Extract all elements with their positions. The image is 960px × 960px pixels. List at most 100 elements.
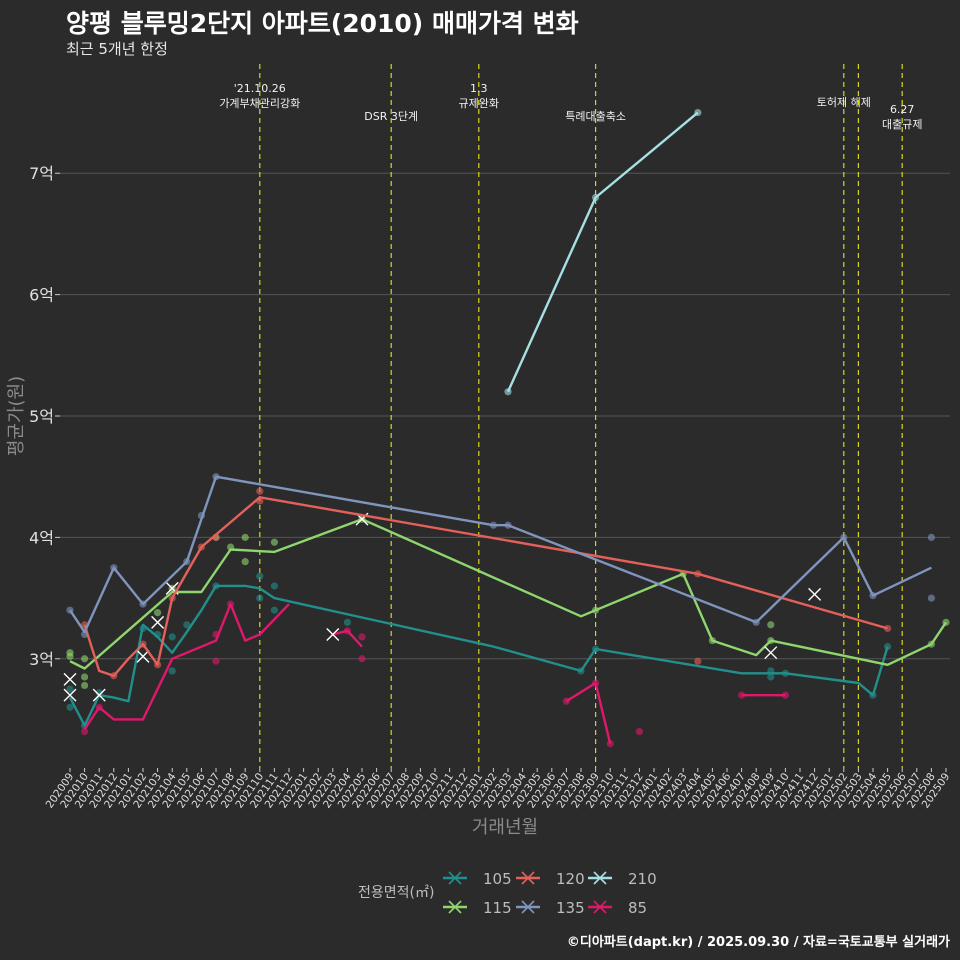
- cross-marker-105: [136, 649, 150, 663]
- data-point-85: [781, 691, 790, 699]
- data-point-85: [95, 703, 103, 711]
- series-line-85: [565, 681, 612, 744]
- data-point-115: [927, 640, 936, 648]
- event-label: 6.27 대출규제: [882, 103, 922, 131]
- data-point-135: [110, 564, 118, 572]
- legend-label: 105: [483, 870, 512, 888]
- legend-item-85: 85: [588, 899, 647, 917]
- series-line-105: [68, 584, 889, 727]
- data-point-105: [66, 685, 74, 693]
- legend: 전용면적(㎡) 105 115 120 135 210 85: [358, 870, 657, 917]
- legend-item-105: 105: [443, 870, 512, 888]
- event-label: 토허제 해제: [817, 95, 871, 109]
- data-point-210: [694, 108, 702, 117]
- data-point-135: [504, 521, 512, 529]
- cross-marker-135: [808, 587, 822, 601]
- series-85: [81, 600, 790, 748]
- data-point-105: [884, 643, 892, 651]
- series-line-85: [83, 602, 290, 730]
- legend-item-210: 210: [588, 870, 657, 888]
- y-tick-label: 5억: [29, 407, 54, 426]
- data-point-120: [139, 640, 147, 648]
- data-point-120: [197, 543, 205, 551]
- series-line-115: [69, 518, 947, 670]
- y-tick-label: 3억: [29, 650, 54, 669]
- legend-item-120: 120: [516, 870, 585, 888]
- data-point-105: [212, 582, 220, 590]
- data-point-85: [343, 627, 351, 635]
- data-point-135: [752, 618, 760, 626]
- legend-label: 210: [628, 870, 657, 888]
- legend-swatch-cross: [593, 900, 607, 914]
- data-point-115: [81, 681, 89, 690]
- series-135: [66, 473, 936, 639]
- data-point-85: [606, 740, 614, 748]
- legend-swatch-cross: [448, 900, 462, 914]
- data-point-105: [183, 621, 191, 629]
- cross-marker-105: [63, 688, 77, 702]
- event-label: 특례대출축소: [565, 110, 626, 123]
- data-point-120: [694, 570, 702, 578]
- data-point-85: [358, 655, 366, 663]
- data-point-115: [154, 609, 162, 617]
- legend-swatch-cross: [521, 900, 535, 914]
- data-point-105: [154, 630, 162, 639]
- data-point-120: [256, 497, 264, 505]
- legend-item-135: 135: [516, 899, 585, 917]
- data-point-105: [256, 572, 264, 580]
- cross-marker-115: [151, 615, 165, 629]
- cross-marker-85: [326, 627, 340, 641]
- data-point-135: [840, 533, 848, 541]
- legend-swatch-cross: [448, 871, 462, 885]
- data-point-105: [343, 618, 351, 626]
- data-point-105: [767, 673, 775, 681]
- data-point-120: [154, 661, 162, 669]
- data-point-135: [197, 511, 205, 520]
- legend-label: 135: [556, 899, 585, 917]
- data-point-85: [738, 691, 746, 699]
- data-point-135: [183, 558, 191, 566]
- y-tick-label: 4억: [29, 528, 54, 547]
- data-point-105: [781, 669, 790, 677]
- data-point-115: [227, 543, 235, 551]
- data-point-115: [241, 533, 249, 541]
- data-point-135: [81, 630, 89, 639]
- x-axis-title: 거래년월: [472, 817, 538, 838]
- data-point-105: [256, 594, 264, 602]
- cross-marker-115: [63, 672, 77, 686]
- data-point-105: [592, 645, 600, 653]
- legend-swatch-cross: [521, 871, 535, 885]
- legend-title: 전용면적(㎡): [358, 885, 434, 901]
- data-point-105: [168, 633, 176, 641]
- data-point-115: [942, 618, 950, 626]
- series-115: [63, 512, 950, 690]
- data-point-85: [227, 600, 235, 608]
- data-point-115: [81, 673, 89, 681]
- data-point-115: [241, 558, 249, 566]
- data-point-85: [212, 630, 220, 639]
- legend-label: 115: [483, 899, 512, 917]
- data-point-85: [81, 727, 89, 736]
- event-label: 1.3 규제완화: [459, 82, 499, 110]
- data-point-210: [504, 388, 512, 396]
- data-point-120: [884, 624, 892, 633]
- data-point-85: [592, 679, 600, 687]
- data-point-105: [577, 667, 585, 675]
- data-point-120: [212, 533, 220, 541]
- data-point-105: [270, 582, 278, 590]
- data-point-105: [66, 703, 74, 711]
- data-point-105: [767, 667, 775, 675]
- data-point-115: [592, 606, 600, 614]
- data-point-135: [212, 473, 220, 481]
- data-point-135: [489, 521, 497, 529]
- data-point-135: [66, 606, 74, 614]
- data-point-115: [767, 621, 775, 629]
- data-point-210: [592, 193, 600, 202]
- data-point-120: [256, 487, 264, 495]
- series-105: [63, 572, 892, 730]
- data-point-85: [562, 697, 571, 705]
- data-point-115: [81, 655, 89, 663]
- series-line-210: [506, 111, 699, 393]
- data-point-85: [635, 727, 644, 736]
